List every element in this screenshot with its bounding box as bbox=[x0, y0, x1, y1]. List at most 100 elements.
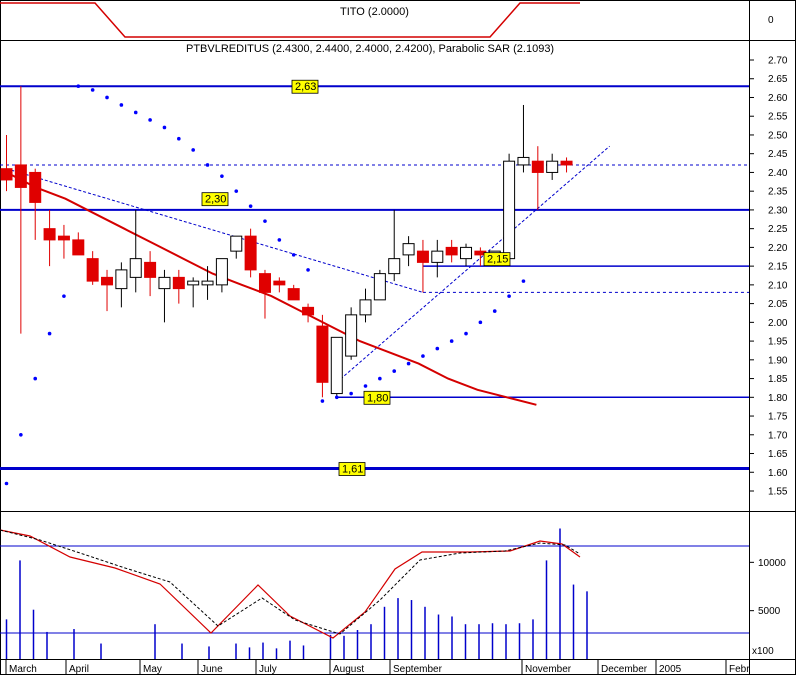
candle-body bbox=[244, 235, 257, 271]
candle-body bbox=[14, 164, 27, 188]
month-label: June bbox=[201, 664, 223, 675]
level-label-text: 2,30 bbox=[205, 194, 226, 206]
candle-body bbox=[503, 160, 516, 260]
y-tick-label: 2.05 bbox=[768, 299, 788, 310]
horizontal-levels bbox=[0, 85, 749, 471]
month-label: April bbox=[69, 664, 89, 675]
sar-dot bbox=[76, 84, 81, 89]
volume-y-tick-label: 10000 bbox=[758, 558, 786, 569]
y-tick-label: 2.50 bbox=[768, 130, 788, 141]
moving-average-line bbox=[6, 171, 537, 406]
month-label: May bbox=[143, 664, 162, 675]
candle-body bbox=[29, 171, 42, 203]
sar-dot bbox=[435, 346, 440, 351]
month-label: September bbox=[393, 664, 443, 675]
month-label: July bbox=[259, 664, 277, 675]
sar-dot bbox=[478, 320, 483, 325]
y-tick-label: 1.75 bbox=[768, 412, 788, 423]
candle-body bbox=[201, 280, 214, 286]
candle-body bbox=[388, 258, 401, 275]
sar-dot bbox=[19, 432, 23, 437]
y-tick-label: 2.35 bbox=[768, 187, 788, 198]
y-tick-label: 2.45 bbox=[768, 149, 788, 160]
y-tick-label: 2.65 bbox=[768, 74, 788, 85]
candle-body bbox=[330, 336, 343, 395]
sar-dot bbox=[4, 481, 9, 486]
candle-body bbox=[230, 235, 243, 252]
sar-dot bbox=[33, 376, 38, 381]
candle-body bbox=[273, 280, 286, 286]
sar-dot bbox=[521, 279, 526, 283]
level-label-text: 2,63 bbox=[295, 81, 316, 93]
sar-dot bbox=[334, 395, 339, 400]
candle-body bbox=[144, 261, 157, 278]
y-tick-label: 1.55 bbox=[768, 487, 788, 498]
candle-body bbox=[72, 239, 85, 256]
level-labels: 2,63 2,30 2,15 1,80 1,61 bbox=[201, 79, 511, 476]
y-tick-label: 2.10 bbox=[768, 280, 788, 291]
candle-body bbox=[215, 258, 228, 286]
candle-body bbox=[345, 314, 358, 357]
y-tick-label: 2.40 bbox=[768, 168, 788, 179]
sar-dot bbox=[349, 391, 353, 396]
level-label-box bbox=[338, 462, 366, 476]
sar-dot bbox=[234, 189, 239, 193]
candle-body bbox=[115, 269, 128, 290]
candle-body bbox=[0, 168, 13, 181]
candle-body bbox=[258, 273, 271, 293]
volume-y-tick-label: 5000 bbox=[758, 606, 781, 617]
indicator-line bbox=[0, 2, 580, 38]
sar-dot bbox=[406, 361, 411, 366]
sar-dot bbox=[306, 268, 310, 272]
candle-body bbox=[517, 156, 530, 166]
y-tick-label: 2.70 bbox=[768, 56, 788, 67]
sar-dot bbox=[320, 399, 325, 403]
y-tick-label: 1.60 bbox=[768, 468, 788, 479]
candle-body bbox=[57, 235, 70, 241]
sar-dot bbox=[162, 125, 167, 130]
candle-body bbox=[445, 246, 458, 256]
oscillator-signal-line bbox=[0, 529, 581, 635]
candle-body bbox=[560, 160, 573, 166]
candle-body bbox=[316, 325, 329, 383]
sar-dot bbox=[492, 309, 497, 313]
candle-body bbox=[359, 299, 372, 316]
sar-dot bbox=[378, 376, 382, 381]
sar-dot bbox=[392, 369, 397, 373]
candle-body bbox=[402, 243, 415, 256]
y-tick-label: 1.95 bbox=[768, 337, 788, 348]
y-tick-label: 2.60 bbox=[768, 93, 788, 104]
candle-body bbox=[101, 276, 114, 286]
level-label-text: 1,80 bbox=[367, 392, 388, 404]
sar-dot bbox=[133, 110, 138, 115]
month-label: 2005 bbox=[659, 664, 682, 675]
candle-body bbox=[43, 228, 56, 241]
candle-body bbox=[86, 258, 99, 282]
x-axis-labels: March April May June July August September Nove… bbox=[5, 659, 750, 675]
month-label: December bbox=[601, 664, 648, 675]
sar-dot bbox=[177, 136, 181, 141]
sar-dot bbox=[263, 219, 267, 223]
candle-body bbox=[431, 250, 444, 263]
month-label: March bbox=[9, 664, 37, 675]
level-label-text: 2,15 bbox=[487, 254, 508, 266]
month-label: August bbox=[333, 664, 364, 675]
candle-body bbox=[187, 280, 200, 286]
sar-dot bbox=[105, 95, 109, 100]
sar-dot bbox=[47, 331, 52, 336]
candle-body bbox=[373, 273, 386, 301]
candle-body bbox=[416, 250, 429, 263]
sar-dot bbox=[464, 331, 468, 336]
moving-average-path bbox=[6, 171, 537, 406]
y-tick-label: 2.15 bbox=[768, 262, 788, 273]
level-label-box bbox=[483, 252, 511, 267]
indicator-title: TITO (2.0000) bbox=[340, 6, 409, 18]
sar-dot bbox=[449, 339, 454, 343]
y-tick-label: 1.85 bbox=[768, 374, 788, 385]
volume-panel: 10000 5000 bbox=[0, 528, 786, 659]
candle-body bbox=[302, 306, 315, 316]
y-tick-label: 2.30 bbox=[768, 205, 788, 216]
y-tick-label: 1.70 bbox=[768, 430, 788, 441]
